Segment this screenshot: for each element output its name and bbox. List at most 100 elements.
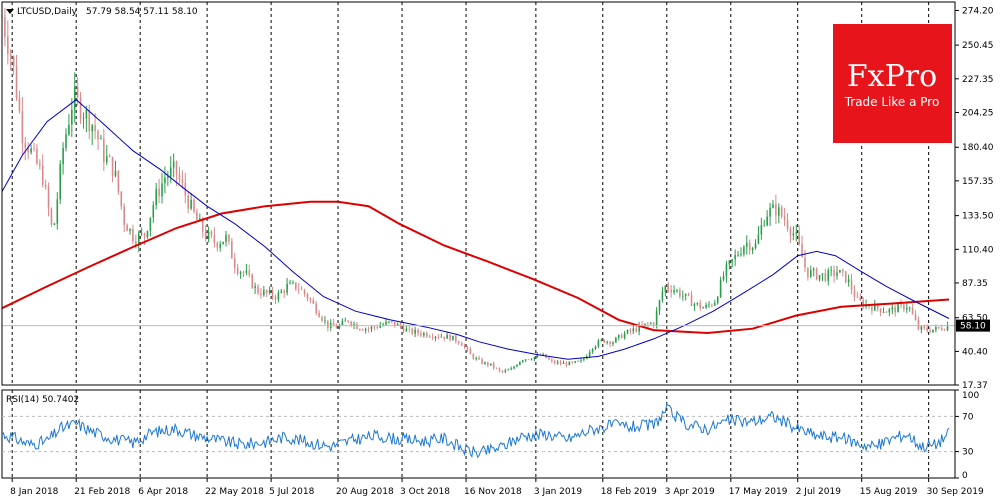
price-panel-frame: [1, 1, 956, 386]
price-y-axis: 274.20 250.45 227.35 204.25 180.40 157.35 133.…: [955, 6, 994, 391]
candle-body: [289, 282, 291, 284]
candle-body: [213, 234, 216, 243]
candle-body: [295, 282, 297, 289]
x-tick-label: 15 Aug 2019: [860, 487, 918, 497]
slow-moving-average-line: [1, 200, 950, 335]
candle-body: [679, 290, 681, 297]
x-tick-label: 6 Apr 2018: [138, 487, 188, 497]
candle-body: [431, 336, 434, 338]
candle-body: [30, 148, 32, 153]
candle-body: [815, 268, 818, 280]
candle-body: [181, 179, 184, 183]
candle-body: [487, 362, 489, 366]
candle-body: [260, 293, 262, 296]
candle-body: [597, 340, 600, 347]
candle-body: [391, 321, 393, 323]
dropdown-triangle-icon[interactable]: [6, 9, 14, 14]
candle-body: [254, 286, 256, 289]
candle-body: [53, 223, 56, 225]
candle-body: [696, 302, 699, 305]
candle-body: [839, 270, 841, 273]
candle-body: [492, 363, 495, 368]
rsi-level-lines: [2, 415, 955, 453]
y-tick-label: 274.20: [962, 6, 994, 16]
candle-body: [59, 164, 61, 200]
candle-body: [664, 286, 667, 292]
candle-body: [908, 307, 911, 309]
candle-body: [763, 225, 766, 227]
candle-body: [510, 368, 512, 370]
candle-body: [617, 334, 620, 338]
x-tick-label: 18 Feb 2019: [601, 487, 657, 497]
y-tick-label: 227.35: [962, 75, 994, 85]
candle-body: [478, 358, 480, 360]
x-tick-label: 16 Nov 2018: [464, 487, 522, 497]
rsi-line: [1, 403, 950, 459]
candle-body: [248, 270, 251, 275]
y-tick-label: 40.40: [962, 347, 988, 357]
candle-body: [565, 362, 568, 366]
candle-body: [228, 234, 230, 242]
fxpro-logo: FxPro Trade Like a Pro: [833, 24, 952, 143]
candle-body: [594, 346, 597, 349]
candle-body: [571, 361, 574, 363]
candle-body: [443, 336, 446, 339]
candle-body: [12, 56, 15, 67]
x-tick-label: 5 Jul 2018: [269, 487, 314, 497]
candle-body: [914, 314, 917, 321]
candle-body: [463, 345, 466, 348]
candle-body: [521, 360, 524, 362]
candle-body: [536, 354, 539, 357]
candle-body: [169, 167, 172, 177]
candle-body: [626, 330, 629, 334]
candle-body: [367, 328, 370, 330]
candle-body: [120, 191, 123, 207]
candle-body: [862, 300, 864, 307]
candle-body: [446, 334, 448, 339]
x-tick-label: 3 Apr 2019: [665, 487, 715, 497]
candle-body: [647, 323, 649, 325]
candle-body: [190, 199, 192, 209]
candle-body: [91, 125, 93, 132]
candle-body: [751, 248, 754, 251]
last-price-tag: 58.10: [956, 319, 990, 332]
candle-body: [62, 147, 64, 165]
candle-body: [789, 228, 792, 236]
candle-body: [792, 233, 795, 236]
candle-body: [894, 307, 896, 313]
candle-body: [201, 218, 204, 232]
candle-body: [882, 311, 885, 313]
candle-body: [411, 328, 414, 334]
candle-body: [408, 328, 411, 330]
candle-body: [85, 109, 88, 119]
y-tick-label: 250.45: [962, 41, 994, 51]
candle-body: [559, 362, 562, 364]
candle-body: [661, 291, 664, 301]
candle-body: [920, 326, 923, 330]
candle-body: [932, 329, 934, 333]
candle-body: [251, 274, 254, 289]
candle-body: [306, 294, 309, 299]
candle-body: [347, 320, 350, 322]
candle-body: [583, 358, 585, 360]
candle-body: [667, 286, 670, 290]
candle-body: [341, 320, 344, 326]
candle-body: [917, 320, 920, 330]
candle-body: [757, 234, 760, 244]
rsi-y-tick-label: 100: [962, 391, 979, 401]
candle-body: [524, 359, 527, 361]
candle-body: [82, 118, 85, 119]
candle-body: [897, 304, 899, 313]
candle-body: [687, 293, 690, 296]
candle-body: [455, 335, 457, 342]
candle-body: [175, 161, 178, 175]
candle-body: [117, 170, 120, 192]
candle-body: [187, 195, 189, 209]
candle-body: [754, 243, 757, 249]
candle-body: [135, 241, 137, 245]
candle-body: [612, 342, 614, 345]
candle-body: [556, 362, 559, 364]
candle-body: [108, 156, 111, 157]
candle-body: [111, 156, 114, 176]
candle-body: [178, 174, 181, 180]
